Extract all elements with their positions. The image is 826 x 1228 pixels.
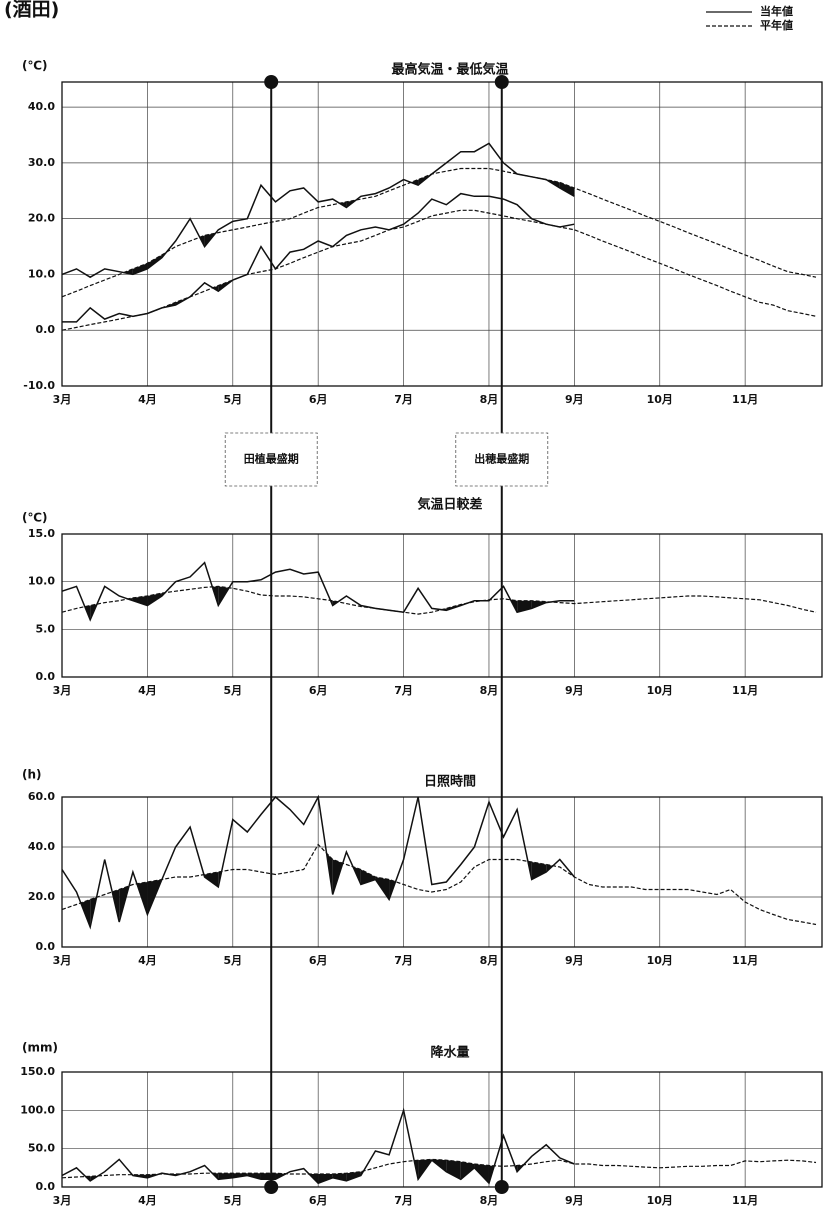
x-tick-label: 7月 xyxy=(394,954,413,967)
chart-title: 日照時間 xyxy=(424,774,476,790)
event-dot xyxy=(494,1180,509,1194)
x-tick-label: 8月 xyxy=(480,684,499,697)
y-tick-label: 100.0 xyxy=(20,1103,55,1116)
x-tick-label: 11月 xyxy=(732,684,758,697)
series-line xyxy=(61,561,575,622)
y-tick-label: 10.0 xyxy=(28,575,55,588)
y-tick-label: 20.0 xyxy=(28,212,55,225)
series-line xyxy=(61,1158,817,1179)
event-box xyxy=(455,432,549,487)
x-tick-label: 10月 xyxy=(647,684,673,697)
x-tick-label: 3月 xyxy=(53,1194,72,1207)
y-tick-label: 5.0 xyxy=(36,622,56,635)
x-tick-label: 9月 xyxy=(565,954,584,967)
x-tick-label: 8月 xyxy=(480,1194,499,1207)
x-tick-label: 4月 xyxy=(138,684,157,697)
deficit-shade xyxy=(559,182,575,197)
y-tick-label: 0.0 xyxy=(36,940,56,953)
series-line xyxy=(61,142,575,279)
x-tick-label: 3月 xyxy=(53,684,72,697)
x-tick-label: 11月 xyxy=(732,1194,758,1207)
y-axis-label: (mm) xyxy=(22,1041,58,1055)
y-tick-label: 0.0 xyxy=(36,670,56,683)
x-tick-label: 9月 xyxy=(565,1194,584,1207)
event-dot xyxy=(494,75,509,89)
series-line xyxy=(61,585,817,615)
x-tick-label: 4月 xyxy=(138,1194,157,1207)
y-tick-label: 60.0 xyxy=(28,790,55,803)
x-tick-label: 5月 xyxy=(223,1194,242,1207)
y-axis-label: (h) xyxy=(22,768,42,782)
event-label: 出穂最盛期 xyxy=(474,452,529,466)
chart-title: 気温日較差 xyxy=(417,497,482,513)
series-line xyxy=(61,1107,575,1185)
deficit-shade xyxy=(460,1161,475,1180)
y-tick-label: -10.0 xyxy=(23,379,55,392)
x-tick-label: 10月 xyxy=(647,1194,673,1207)
y-axis-label: (℃) xyxy=(22,59,48,73)
deficit-shade xyxy=(260,1173,276,1180)
event-label: 田植最盛期 xyxy=(244,452,299,466)
x-tick-label: 6月 xyxy=(309,1194,328,1207)
event-dot xyxy=(264,1180,279,1194)
deficit-shade xyxy=(531,862,547,880)
x-tick-label: 5月 xyxy=(223,393,242,406)
deficit-shade xyxy=(446,1160,461,1180)
chart-title: 最高気温・最低気温 xyxy=(391,62,508,78)
x-tick-label: 9月 xyxy=(565,393,584,406)
y-tick-label: 50.0 xyxy=(28,1142,55,1155)
x-tick-label: 4月 xyxy=(138,393,157,406)
x-tick-label: 5月 xyxy=(223,954,242,967)
y-axis-label: (℃) xyxy=(22,511,48,525)
plot-frame xyxy=(61,533,823,678)
plot-frame xyxy=(61,81,823,387)
chart-title: 降水量 xyxy=(430,1045,469,1061)
deficit-shade xyxy=(204,872,219,887)
event-dot xyxy=(264,75,279,89)
x-tick-label: 5月 xyxy=(223,684,242,697)
plot-frame xyxy=(61,796,823,948)
deficit-shade xyxy=(332,1173,347,1181)
x-tick-label: 7月 xyxy=(394,393,413,406)
x-tick-label: 3月 xyxy=(53,393,72,406)
deficit-shade xyxy=(517,600,532,613)
y-tick-label: 30.0 xyxy=(28,156,55,169)
x-tick-label: 4月 xyxy=(138,954,157,967)
deficit-shade xyxy=(132,263,148,275)
y-tick-label: 40.0 xyxy=(28,100,55,113)
x-tick-label: 9月 xyxy=(565,684,584,697)
y-tick-label: 15.0 xyxy=(28,527,55,540)
y-tick-label: 40.0 xyxy=(28,840,55,853)
y-tick-label: 10.0 xyxy=(28,267,55,280)
y-tick-label: 20.0 xyxy=(28,890,55,903)
plot-frame xyxy=(61,1071,823,1188)
station-name: (酒田) xyxy=(4,0,59,21)
deficit-shade xyxy=(318,1173,333,1184)
x-tick-label: 6月 xyxy=(309,684,328,697)
event-box xyxy=(224,432,318,487)
deficit-shade xyxy=(346,1171,361,1181)
x-tick-label: 6月 xyxy=(309,954,328,967)
series-line xyxy=(61,843,817,926)
legend-label: 平年値 xyxy=(760,18,793,32)
x-tick-label: 7月 xyxy=(394,684,413,697)
x-tick-label: 11月 xyxy=(732,954,758,967)
series-line xyxy=(61,167,817,298)
y-tick-label: 150.0 xyxy=(20,1065,55,1078)
y-tick-label: 0.0 xyxy=(36,323,56,336)
deficit-shade xyxy=(132,595,148,606)
x-tick-label: 8月 xyxy=(480,954,499,967)
x-tick-label: 3月 xyxy=(53,954,72,967)
x-tick-label: 10月 xyxy=(647,393,673,406)
x-tick-label: 7月 xyxy=(394,1194,413,1207)
x-tick-label: 8月 xyxy=(480,393,499,406)
legend-label: 当年値 xyxy=(760,4,793,18)
x-tick-label: 11月 xyxy=(732,393,758,406)
y-tick-label: 0.0 xyxy=(36,1180,56,1193)
x-tick-label: 10月 xyxy=(647,954,673,967)
x-tick-label: 6月 xyxy=(309,393,328,406)
